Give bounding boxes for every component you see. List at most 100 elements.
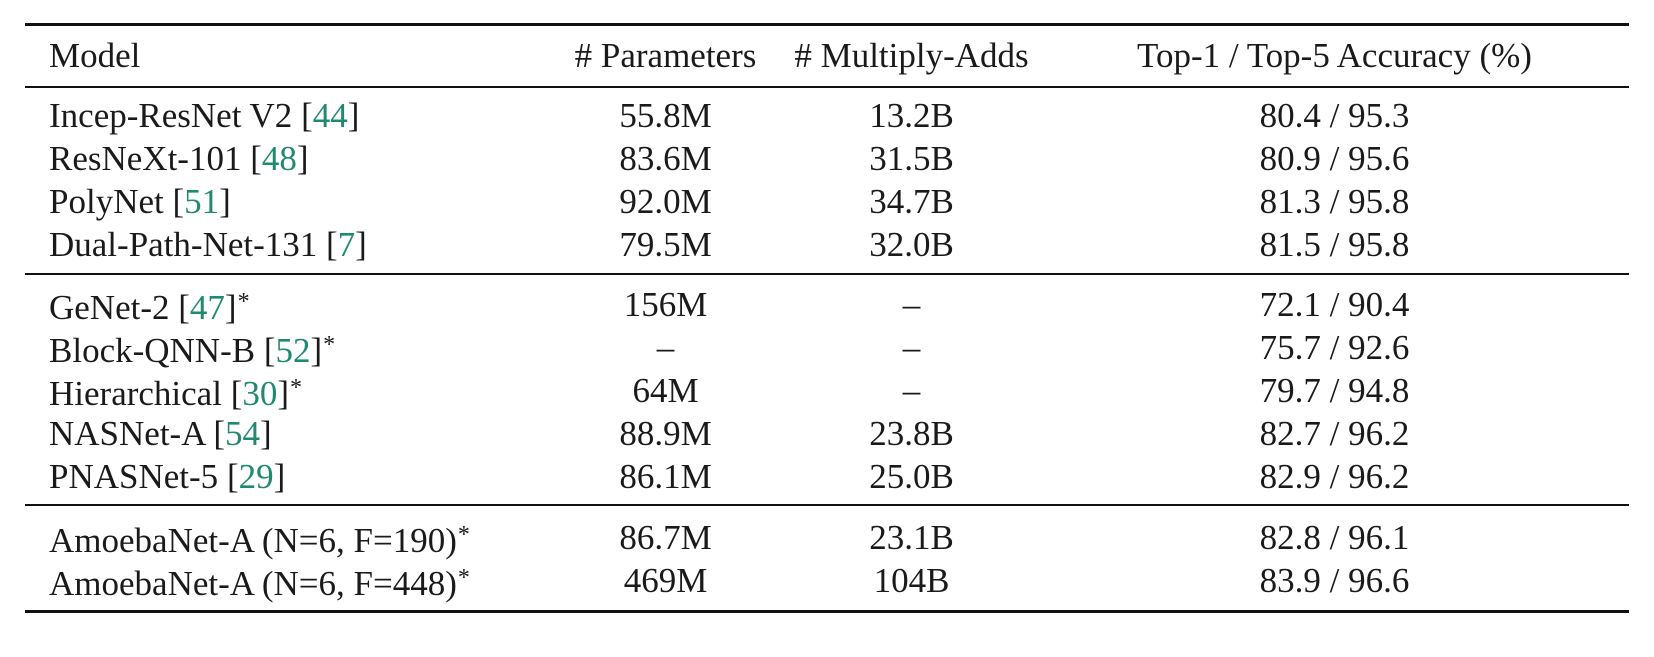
asterisk-marker: *: [457, 521, 470, 548]
model-name: ResNeXt-101: [49, 139, 251, 178]
citation-open-bracket: [: [213, 414, 225, 453]
model-cell: Hierarchical [30]*: [25, 367, 548, 415]
citation-link[interactable]: 7: [337, 225, 356, 264]
table-row: PolyNet [51] 92.0M 34.7B 81.3 / 95.8: [25, 180, 1629, 223]
multiply-adds-cell: –: [902, 371, 921, 410]
accuracy-cell: 80.9 / 95.6: [1259, 139, 1410, 178]
model-name: NASNet-A: [49, 414, 214, 453]
multiply-adds-cell: 32.0B: [869, 225, 954, 264]
parameters-cell: 156M: [623, 285, 708, 324]
multiply-adds-cell: –: [902, 285, 921, 324]
citation-open-bracket: [: [301, 96, 313, 135]
citation-link[interactable]: 29: [238, 457, 274, 496]
model-cell: PNASNet-5 [29]: [25, 455, 548, 498]
table-row: Dual-Path-Net-131 [7] 79.5M 32.0B 81.5 / 95…: [25, 223, 1629, 266]
table-bottom-rule: [25, 610, 1629, 613]
model-cell: Dual-Path-Net-131 [7]: [25, 223, 548, 266]
table-row-group: AmoebaNet-A (N=6, F=190)* 86.7M 23.1B 82.8 …: [25, 506, 1629, 610]
header-multiply-adds: # Multiply-Adds: [794, 36, 1029, 75]
table-row: PNASNet-5 [29] 86.1M 25.0B 82.9 / 96.2: [25, 455, 1629, 498]
accuracy-cell: 79.7 / 94.8: [1259, 371, 1410, 410]
table-row: AmoebaNet-A (N=6, F=448)* 469M 104B 83.9 / …: [25, 559, 1629, 603]
table-header-rule: [25, 86, 1629, 88]
table-row: Hierarchical [30]* 64M – 79.7 / 94.8: [25, 367, 1629, 415]
multiply-adds-cell: 23.8B: [869, 414, 954, 453]
parameters-cell: 64M: [632, 371, 699, 410]
model-name: Dual-Path-Net-131: [49, 225, 327, 264]
parameters-cell: 86.7M: [619, 518, 712, 557]
multiply-adds-cell: –: [902, 328, 921, 367]
table-row: GeNet-2 [47]* 156M – 72.1 / 90.4: [25, 281, 1629, 329]
accuracy-cell: 82.9 / 96.2: [1259, 457, 1410, 496]
model-cell: GeNet-2 [47]*: [25, 281, 548, 329]
table-body: Incep-ResNet V2 [44] 55.8M 13.2B 80.4 / 95.…: [25, 88, 1629, 610]
citation-close-bracket: ]: [347, 96, 360, 135]
model-name: AmoebaNet-A (N=6, F=448): [49, 563, 457, 603]
citation-close-bracket: ]: [296, 139, 309, 178]
accuracy-cell: 72.1 / 90.4: [1259, 285, 1410, 324]
model-name: GeNet-2: [49, 287, 179, 327]
table-row: Incep-ResNet V2 [44] 55.8M 13.2B 80.4 / 95.…: [25, 94, 1629, 137]
multiply-adds-cell: 104B: [873, 561, 950, 600]
citation-link[interactable]: 44: [312, 96, 348, 135]
table-row: Block-QNN-B [52]* – – 75.7 / 92.6: [25, 324, 1629, 372]
model-cell: PolyNet [51]: [25, 180, 548, 223]
model-cell: AmoebaNet-A (N=6, F=190)*: [25, 514, 548, 562]
accuracy-cell: 83.9 / 96.6: [1259, 561, 1410, 600]
accuracy-cell: 75.7 / 92.6: [1259, 328, 1410, 367]
multiply-adds-cell: 31.5B: [869, 139, 954, 178]
asterisk-marker: *: [323, 331, 336, 358]
parameters-cell: 469M: [623, 561, 708, 600]
parameters-cell: 83.6M: [619, 139, 712, 178]
model-name: Hierarchical: [49, 373, 231, 413]
parameters-cell: 55.8M: [619, 96, 712, 135]
citation-close-bracket: ]: [277, 373, 289, 413]
asterisk-marker: *: [237, 288, 250, 315]
citation-link[interactable]: 47: [189, 287, 225, 327]
header-accuracy: Top-1 / Top-5 Accuracy (%): [1137, 36, 1532, 75]
model-name: PNASNet-5: [49, 457, 227, 496]
citation-link[interactable]: 48: [261, 139, 297, 178]
citation-close-bracket: ]: [310, 330, 323, 370]
citation-close-bracket: ]: [219, 182, 231, 221]
model-cell: Block-QNN-B [52]*: [25, 324, 548, 372]
group-divider-rule: [25, 504, 1629, 506]
header-model: Model: [49, 36, 141, 75]
citation-close-bracket: ]: [355, 225, 367, 264]
parameters-cell: 86.1M: [619, 457, 712, 496]
citation-link[interactable]: 30: [242, 373, 278, 413]
asterisk-marker: *: [457, 564, 470, 591]
model-cell: ResNeXt-101 [48]: [25, 137, 548, 180]
multiply-adds-cell: 25.0B: [869, 457, 954, 496]
citation-link[interactable]: 52: [275, 330, 311, 370]
citation-link[interactable]: 51: [184, 182, 220, 221]
citation-open-bracket: [: [172, 182, 185, 221]
citation-link[interactable]: 54: [224, 414, 260, 453]
table-top-rule: [25, 23, 1629, 26]
table-row-group: Incep-ResNet V2 [44] 55.8M 13.2B 80.4 / 95.…: [25, 88, 1629, 273]
table-row: NASNet-A [54] 88.9M 23.8B 82.7 / 96.2: [25, 412, 1629, 455]
citation-close-bracket: ]: [224, 287, 237, 327]
citation-open-bracket: [: [326, 225, 338, 264]
group-divider-rule: [25, 273, 1629, 275]
model-cell: Incep-ResNet V2 [44]: [25, 94, 548, 137]
parameters-cell: 79.5M: [619, 225, 712, 264]
accuracy-cell: 80.4 / 95.3: [1259, 96, 1410, 135]
citation-open-bracket: [: [230, 373, 243, 413]
table-header-row: Model # Parameters # Multiply-Adds Top-1…: [25, 26, 1629, 86]
citation-close-bracket: ]: [259, 414, 272, 453]
model-name: Incep-ResNet V2: [49, 96, 302, 135]
accuracy-cell: 81.5 / 95.8: [1259, 225, 1410, 264]
model-name: AmoebaNet-A (N=6, F=190): [49, 520, 457, 560]
multiply-adds-cell: 23.1B: [869, 518, 954, 557]
table-row-group: GeNet-2 [47]* 156M –72.1 / 90.4 Block-QNN-B…: [25, 275, 1629, 504]
model-name: PolyNet: [49, 182, 173, 221]
accuracy-cell: 81.3 / 95.8: [1259, 182, 1410, 221]
citation-open-bracket: [: [263, 330, 276, 370]
citation-close-bracket: ]: [273, 457, 286, 496]
results-table: Model # Parameters # Multiply-Adds Top-1…: [25, 23, 1629, 613]
citation-open-bracket: [: [250, 139, 262, 178]
accuracy-cell: 82.7 / 96.2: [1259, 414, 1410, 453]
parameters-cell: 92.0M: [619, 182, 712, 221]
asterisk-marker: *: [290, 374, 302, 401]
